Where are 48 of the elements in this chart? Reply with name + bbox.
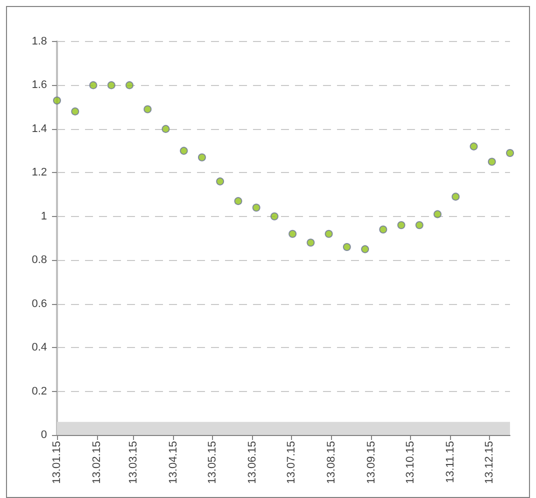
x-tick-label: 13.11.15 [444,441,456,484]
point [252,204,260,212]
point [361,245,370,254]
y-tick-label: 1.2 [32,166,47,179]
y-tick-label: 1.4 [32,122,47,135]
point [107,81,116,90]
point [342,242,351,251]
point [488,158,496,166]
y-tick-label: 1.6 [32,79,47,92]
point [434,210,442,218]
x-tick-label: 13.09.15 [366,441,378,484]
point [125,81,134,90]
point [379,226,388,234]
x-tick-label: 13.02.15 [91,441,104,484]
point [198,153,206,162]
point [288,230,297,238]
point [216,177,224,186]
point [270,212,278,220]
x-tick-label: 13.12.15 [483,441,496,484]
point [415,221,424,230]
point [144,105,152,114]
point [306,238,315,247]
point [452,192,460,201]
point [506,148,514,157]
x-tick-label: 13.07.15 [285,441,298,484]
y-tick-label: 0.6 [32,298,47,310]
x-tick-label: 13.03.15 [127,441,140,484]
point [162,124,170,133]
point [180,146,188,155]
x-tick-label: 13.06.15 [246,441,258,484]
point [397,221,406,230]
point [53,96,61,105]
point [234,197,242,206]
x-tick-label: 13.04.15 [167,441,180,484]
point [470,142,478,150]
point [71,107,80,116]
point [324,230,333,238]
y-tick-label: 0 [40,429,47,441]
x-tick-label: 13.10.15 [404,441,416,484]
y-tick-label: 1.8 [32,36,47,48]
x-tick-label: 13.05.15 [206,441,218,484]
y-tick-label: 0.4 [32,342,47,354]
y-tick-label: 1 [40,210,47,222]
y-tick-label: 0.8 [32,254,47,266]
point [89,81,98,90]
x-tick-label: 13.08.15 [325,441,338,484]
y-tick-label: 0.2 [32,385,47,398]
x-tick-label: 13.01.15 [51,441,63,484]
